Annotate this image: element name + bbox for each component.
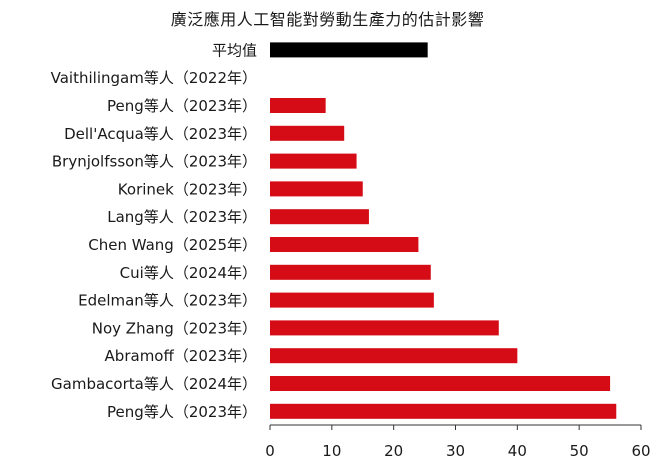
chart-title: 廣泛應用人工智能對勞動生產力的估計影響 [170,10,485,29]
bar [270,292,434,308]
x-tick-label: 20 [384,442,403,460]
category-label: Vaithilingam等人（2022年） [51,69,257,87]
category-label: Abramoff（2023年） [105,347,257,365]
category-label: Brynjolfsson等人（2023年） [52,153,257,171]
bar [270,209,369,225]
x-tick-label: 10 [322,442,341,460]
bar [270,403,617,419]
bar [270,181,363,197]
bar [270,237,419,252]
category-label: Chen Wang（2025年） [88,236,257,254]
x-tick-label: 60 [631,442,650,460]
bar [270,348,518,364]
category-label: Lang等人（2023年） [107,208,257,226]
bar [270,153,357,169]
category-label: 平均值 [212,41,257,59]
x-tick-label: 50 [570,442,589,460]
bar [270,42,428,58]
bar [270,320,499,336]
category-label: Edelman等人（2023年） [78,292,257,310]
category-label: Korinek（2023年） [118,180,257,198]
bar [270,98,326,113]
bar [270,264,431,280]
category-label: Cui等人（2024年） [120,264,257,282]
category-label: Peng等人（2023年） [107,97,257,115]
bar [270,125,345,141]
category-label: Peng等人（2023年） [107,403,257,421]
category-label: Dell'Acqua等人（2023年） [64,125,257,143]
x-tick-label: 30 [446,442,465,460]
x-tick-label: 0 [265,442,275,460]
x-tick-label: 40 [508,442,527,460]
bar [270,376,611,391]
category-label: Noy Zhang（2023年） [92,319,257,337]
category-label: Gambacorta等人（2024年） [51,375,257,393]
